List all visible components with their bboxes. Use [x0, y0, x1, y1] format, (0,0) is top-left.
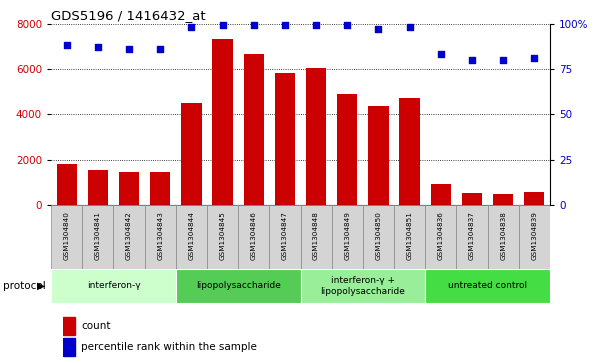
Text: GSM1304846: GSM1304846 [251, 211, 257, 260]
Text: GSM1304841: GSM1304841 [95, 211, 101, 260]
Point [498, 57, 508, 63]
Text: GSM1304844: GSM1304844 [188, 211, 194, 260]
Point [280, 23, 290, 28]
Bar [269, 205, 300, 269]
Text: GSM1304839: GSM1304839 [531, 211, 537, 260]
Bar [462, 193, 482, 205]
Text: interferon-γ: interferon-γ [87, 281, 140, 290]
Point [311, 23, 321, 28]
Text: interferon-γ +
lipopolysaccharide: interferon-γ + lipopolysaccharide [320, 276, 405, 295]
Point [156, 46, 165, 52]
Bar [456, 205, 487, 269]
Text: lipopolysaccharide: lipopolysaccharide [196, 281, 281, 290]
Bar [82, 205, 114, 269]
Point [467, 57, 477, 63]
Bar [524, 192, 545, 205]
Bar [150, 171, 170, 205]
Point [436, 52, 445, 57]
Text: GSM1304845: GSM1304845 [219, 211, 225, 260]
Bar [63, 317, 75, 335]
Text: GSM1304848: GSM1304848 [313, 211, 319, 260]
Bar [519, 205, 550, 269]
Bar [176, 205, 207, 269]
Text: GSM1304847: GSM1304847 [282, 211, 288, 260]
Point [186, 24, 196, 30]
Text: GSM1304838: GSM1304838 [500, 211, 506, 260]
Bar [300, 269, 426, 303]
Bar [487, 205, 519, 269]
Text: GSM1304849: GSM1304849 [344, 211, 350, 260]
Bar [63, 338, 75, 356]
Point [93, 44, 103, 50]
Point [124, 46, 134, 52]
Bar [51, 205, 82, 269]
Text: GSM1304837: GSM1304837 [469, 211, 475, 260]
Point [529, 55, 539, 61]
Bar [306, 68, 326, 205]
Bar [119, 171, 139, 205]
Bar [145, 205, 176, 269]
Text: GSM1304851: GSM1304851 [407, 211, 413, 260]
Bar [400, 98, 419, 205]
Text: count: count [81, 321, 111, 331]
Text: percentile rank within the sample: percentile rank within the sample [81, 342, 257, 352]
Text: GSM1304850: GSM1304850 [376, 211, 382, 260]
Point [374, 26, 383, 32]
Text: GSM1304842: GSM1304842 [126, 211, 132, 260]
Bar [431, 184, 451, 205]
Bar [493, 194, 513, 205]
Bar [300, 205, 332, 269]
Bar [212, 40, 233, 205]
Bar [394, 205, 426, 269]
Bar [337, 94, 358, 205]
Bar [182, 103, 201, 205]
Bar [114, 205, 145, 269]
Text: protocol: protocol [3, 281, 46, 291]
Bar [363, 205, 394, 269]
Text: GSM1304840: GSM1304840 [64, 211, 70, 260]
Point [405, 24, 415, 30]
Point [343, 23, 352, 28]
Bar [243, 54, 264, 205]
Bar [238, 205, 269, 269]
Text: GDS5196 / 1416432_at: GDS5196 / 1416432_at [51, 9, 206, 23]
Bar [51, 269, 176, 303]
Bar [368, 106, 389, 205]
Text: untreated control: untreated control [448, 281, 527, 290]
Text: ▶: ▶ [37, 281, 45, 291]
Bar [332, 205, 363, 269]
Point [249, 23, 258, 28]
Bar [56, 164, 77, 205]
Point [218, 23, 227, 28]
Bar [426, 205, 456, 269]
Bar [426, 269, 550, 303]
Bar [207, 205, 238, 269]
Text: GSM1304836: GSM1304836 [438, 211, 444, 260]
Text: GSM1304843: GSM1304843 [157, 211, 163, 260]
Bar [275, 73, 295, 205]
Bar [176, 269, 300, 303]
Point [62, 42, 72, 48]
Bar [88, 170, 108, 205]
